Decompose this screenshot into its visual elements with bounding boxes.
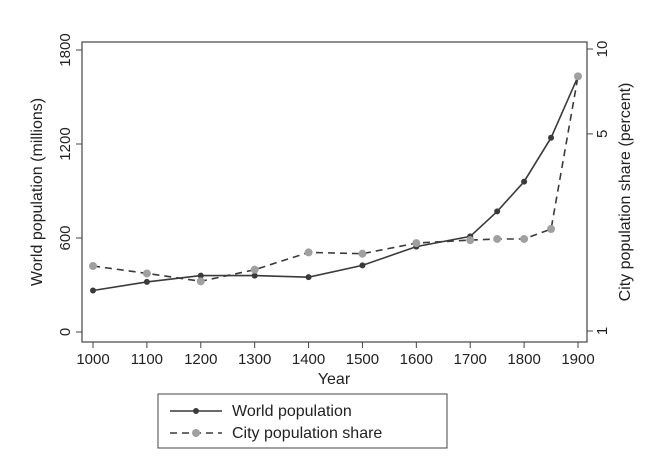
point-world-population-1400	[305, 274, 312, 281]
legend-box	[157, 393, 448, 449]
point-world-population-1500	[359, 262, 366, 269]
point-world-population-1300	[251, 272, 258, 279]
point-world-population-1750	[494, 208, 501, 215]
point-world-population-1000	[90, 287, 96, 294]
x-tick-label-1200: 1200	[184, 351, 217, 368]
y-axis-right-title: City population share (percent)	[617, 83, 634, 302]
point-world-population-1800	[521, 178, 528, 185]
x-tick-label-1800: 1800	[507, 351, 540, 368]
y-axis-left: 0 600 1200 1800	[57, 33, 82, 336]
point-city-population-share-1600	[412, 239, 421, 248]
point-city-population-share-1500	[358, 249, 367, 258]
point-city-population-share-1750	[493, 234, 502, 243]
point-world-population-1850	[548, 134, 555, 141]
x-tick-label-1100: 1100	[131, 351, 163, 368]
y-right-tick-label-1: 1	[594, 327, 611, 335]
x-tick-label-1400: 1400	[292, 351, 325, 368]
y-axis-left-title: World population (millions)	[29, 98, 46, 286]
series-line-city-population-share	[92, 76, 579, 283]
series-layer	[89, 72, 582, 294]
x-tick-label-1000: 1000	[76, 351, 109, 368]
x-tick-label-1300: 1300	[238, 351, 271, 368]
point-world-population-1100	[143, 278, 150, 285]
point-city-population-share-1100	[142, 269, 151, 278]
x-tick-label-1900: 1900	[561, 351, 594, 368]
point-city-population-share-1000	[89, 262, 97, 271]
point-city-population-share-1700	[466, 236, 475, 245]
y-right-tick-label-10: 10	[594, 41, 611, 58]
plot-frame	[81, 41, 588, 343]
y-right-tick-label-5: 5	[594, 130, 611, 138]
legend-marker-city-population-share	[192, 429, 200, 437]
x-axis-title: Year	[318, 371, 351, 388]
y-left-tick-label-1800: 1800	[57, 33, 74, 66]
x-tick-label-1700: 1700	[454, 351, 487, 368]
x-tick-label-1600: 1600	[400, 351, 433, 368]
legend-label-world-population: World population	[232, 403, 352, 420]
legend-label-city-population-share: City population share	[232, 425, 382, 442]
point-world-population-1200	[197, 272, 204, 279]
point-city-population-share-1400	[304, 248, 313, 257]
point-city-population-share-1800	[520, 234, 529, 243]
point-city-population-share-1850	[547, 224, 556, 233]
point-city-population-share-1300	[250, 265, 259, 274]
y-left-tick-label-600: 600	[57, 225, 74, 250]
y-left-tick-label-1200: 1200	[57, 127, 74, 160]
point-city-population-share-1200	[196, 277, 205, 286]
x-axis: 1000 1100 1200 1300 1400 1500 1600 1700 1800 1900	[76, 342, 595, 368]
point-city-population-share-1900	[574, 72, 582, 81]
legend-marker-world-population	[193, 408, 199, 414]
x-tick-label-1500: 1500	[346, 351, 379, 368]
series-line-world-population	[92, 76, 579, 292]
legend: World population City population share	[157, 393, 448, 449]
y-left-tick-label-0: 0	[57, 328, 74, 336]
